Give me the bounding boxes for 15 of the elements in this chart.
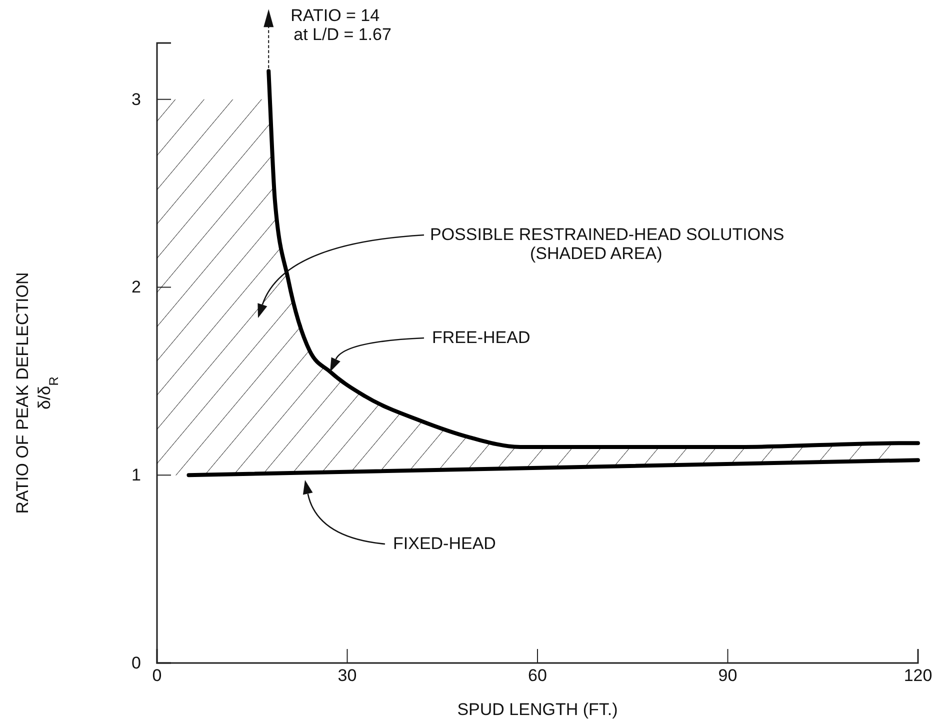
x-tick-label: 120 <box>904 666 932 685</box>
y-tick-label: 1 <box>132 466 141 485</box>
annotation: RATIO = 14 at L/D = 1.67 <box>290 6 392 44</box>
x-tick-label: 30 <box>338 666 357 685</box>
x-tick-label: 90 <box>718 666 738 685</box>
annotation: FIXED-HEAD <box>393 534 496 553</box>
line-series <box>266 69 920 449</box>
x-tick-label: 0 <box>152 666 162 685</box>
annotation: POSSIBLE RESTRAINED-HEAD SOLUTIONS (SHADED AREA) <box>430 225 784 263</box>
x-axis-title: SPUD LENGTH (FT.) <box>457 700 618 719</box>
y-tick-label: 3 <box>132 90 141 109</box>
y-tick-label: 2 <box>132 278 141 297</box>
y-tick-label: 0 <box>132 653 141 672</box>
x-tick-label: 60 <box>528 666 547 685</box>
annotation: FREE-HEAD <box>432 328 530 347</box>
